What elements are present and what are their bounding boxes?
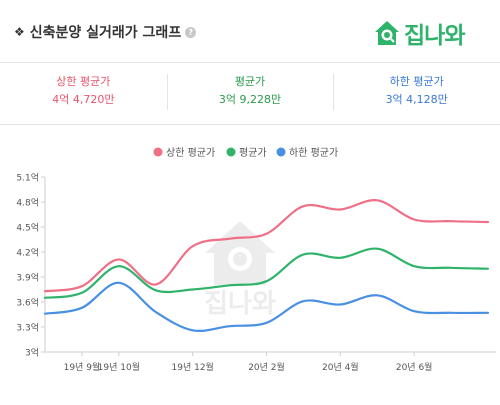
y-tick-label: 5.1억: [16, 172, 39, 184]
x-tick-label: 19년 9월: [64, 361, 101, 373]
legend-label[interactable]: 하한 평균가: [289, 146, 338, 159]
upper-average-stat: 상한 평균가 4억 4,720만: [0, 62, 167, 124]
watermark-logo: 집나와: [204, 221, 276, 319]
page-title: ❖ 신축분양 실거래가 그래프 ?: [14, 22, 197, 42]
x-tick-label: 20년 2월: [248, 361, 285, 373]
legend-marker: [276, 147, 286, 157]
lower-average-stat: 하한 평균가 3억 4,128만: [333, 62, 500, 124]
legend-label[interactable]: 상한 평균가: [166, 147, 215, 159]
price-line-chart: 상한 평균가 평균가 하한 평균가 집나와 3억 3.3억 3.6억 3.9억 4.2억 4.…: [16, 146, 496, 373]
chart-legend: 상한 평균가 평균가 하한 평균가: [153, 146, 338, 159]
legend-marker: [153, 147, 163, 157]
y-tick-label: 3.3억: [16, 322, 39, 334]
diamond-bullet-icon: ❖: [14, 25, 25, 39]
chart-header: ❖ 신축분양 실거래가 그래프 ? 집나와: [0, 0, 500, 62]
x-tick-label: 19년 10월: [98, 361, 140, 373]
upper-average-value: 4억 4,720만: [52, 93, 115, 106]
average-value: 3억 9,228만: [218, 93, 282, 106]
page-title-text: 신축분양 실거래가 그래프: [29, 25, 182, 41]
legend-marker: [226, 147, 236, 157]
y-tick-label: 4.8억: [16, 197, 39, 209]
x-tick-label: 20년 6월: [396, 361, 433, 373]
question-circle-icon[interactable]: ?: [185, 26, 197, 38]
x-tick-label: 20년 4월: [322, 361, 359, 373]
legend-label[interactable]: 평균가: [239, 147, 267, 159]
chart-series: [43, 199, 490, 332]
lower-average-value: 3억 4,128만: [385, 93, 448, 106]
y-tick-label: 3.6억: [16, 297, 39, 309]
divider: [0, 124, 500, 125]
upper-average-label: 상한 평균가: [56, 75, 111, 88]
lower-average-label: 하한 평균가: [389, 75, 444, 88]
price-summary: 상한 평균가 4억 4,720만 평균가 3억 9,228만 하한 평균가 3억…: [0, 62, 500, 124]
divider: [0, 62, 500, 63]
series-line[interactable]: [43, 281, 490, 332]
series-line[interactable]: [43, 247, 490, 299]
house-magnifier-icon: [375, 21, 399, 45]
series-line[interactable]: [43, 199, 490, 293]
brand-logo[interactable]: 집나와: [372, 12, 465, 54]
y-tick-label: 3.9억: [16, 272, 39, 284]
x-tick-label: 19년 12월: [172, 361, 214, 373]
y-tick-label: 4.2억: [16, 247, 39, 259]
brand-logo-text: 집나와: [404, 23, 465, 49]
average-label: 평균가: [234, 75, 266, 88]
average-stat: 평균가 3억 9,228만: [166, 62, 334, 124]
y-tick-label: 3억: [25, 347, 39, 359]
svg-text:집나와: 집나와: [204, 289, 276, 319]
y-tick-label: 4.5억: [16, 222, 39, 234]
